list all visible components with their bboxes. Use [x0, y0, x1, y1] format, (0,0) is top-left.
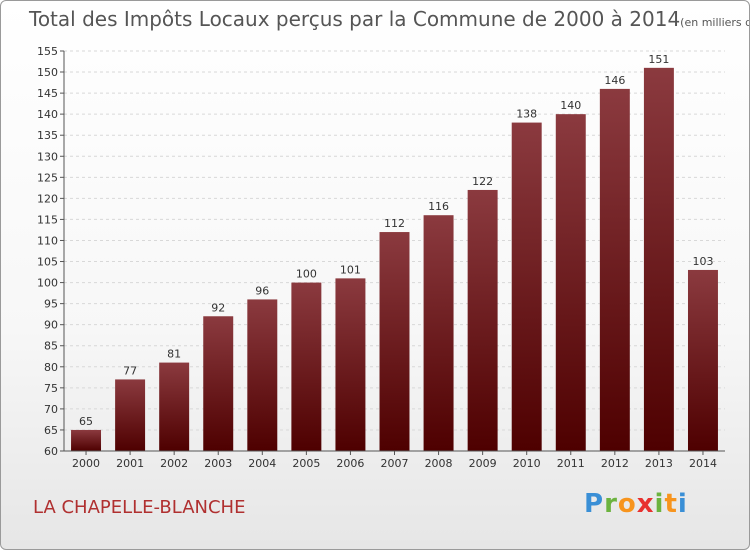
y-tick-label: 85: [44, 340, 58, 353]
value-label-2014: 103: [692, 255, 713, 268]
commune-name: LA CHAPELLE-BLANCHE: [33, 497, 246, 518]
chart-unit-label: (en milliers d'€): [680, 16, 749, 29]
value-label-2001: 77: [123, 364, 137, 377]
y-tick-label: 115: [37, 213, 58, 226]
x-tick-label: 2008: [425, 457, 453, 470]
y-tick-label: 70: [44, 403, 58, 416]
y-tick-label: 75: [44, 382, 58, 395]
logo-letter: i: [677, 489, 688, 519]
y-tick-label: 95: [44, 298, 58, 311]
logo-letter: o: [617, 489, 637, 519]
x-tick-label: 2003: [204, 457, 232, 470]
value-label-2005: 100: [296, 268, 317, 281]
value-label-2012: 146: [604, 74, 625, 87]
y-tick-label: 155: [37, 45, 58, 58]
bar-2001: [115, 379, 146, 451]
x-tick-label: 2004: [248, 457, 276, 470]
logo-letter: x: [636, 489, 655, 519]
bar-2004: [247, 299, 278, 451]
x-tick-label: 2005: [292, 457, 320, 470]
x-tick-label: 2012: [601, 457, 629, 470]
value-label-2006: 101: [340, 263, 361, 276]
x-tick-label: 2011: [557, 457, 585, 470]
y-tick-label: 130: [37, 150, 58, 163]
logo-letter: i: [654, 489, 665, 519]
chart-title-main: Total des Impôts Locaux perçus par la Co…: [29, 7, 681, 31]
y-tick-label: 125: [37, 171, 58, 184]
bars: [71, 67, 718, 451]
bar-2002: [159, 362, 190, 451]
logo-letter: P: [584, 489, 605, 519]
bar-2012: [599, 88, 630, 451]
y-tick-label: 105: [37, 256, 58, 269]
y-tick-label: 120: [37, 192, 58, 205]
y-tick-label: 60: [44, 445, 58, 458]
y-tick-label: 135: [37, 129, 58, 142]
y-tick-label: 145: [37, 87, 58, 100]
bar-2003: [203, 316, 234, 451]
bar-2010: [511, 122, 542, 451]
bar-2009: [467, 189, 498, 451]
value-label-2007: 112: [384, 217, 405, 230]
value-label-2004: 96: [255, 284, 269, 297]
y-axis-ticks: 60 65 70 75 80 85 90 95 100 105 110 115 120 125 130 135…: [37, 45, 64, 458]
x-tick-label: 2010: [513, 457, 541, 470]
x-tick-label: 2006: [336, 457, 364, 470]
x-tick-label: 2002: [160, 457, 188, 470]
bar-2013: [643, 67, 674, 451]
bar-2007: [379, 232, 410, 451]
value-label-2002: 81: [167, 348, 181, 361]
proxiti-logo: Proxiti: [584, 489, 688, 519]
logo-letter: r: [604, 489, 618, 519]
x-tick-label: 2014: [689, 457, 717, 470]
x-tick-label: 2013: [645, 457, 673, 470]
value-label-2010: 138: [516, 108, 537, 121]
chart-title: Total des Impôts Locaux perçus par la Co…: [29, 7, 749, 31]
y-tick-label: 90: [44, 319, 58, 332]
x-tick-label: 2001: [116, 457, 144, 470]
logo-letter: t: [664, 489, 678, 519]
y-tick-label: 140: [37, 108, 58, 121]
bar-2006: [335, 278, 366, 451]
bar-2011: [555, 114, 586, 451]
value-label-2000: 65: [79, 415, 93, 428]
bar-2000: [71, 429, 102, 451]
value-labels: 65 77 81 92 96 100 101 112 116 122 138 140 146 151 103: [79, 53, 713, 428]
value-label-2013: 151: [648, 53, 669, 66]
bar-2008: [423, 215, 454, 451]
value-label-2011: 140: [560, 99, 581, 112]
value-label-2003: 92: [211, 301, 225, 314]
x-tick-label: 2000: [72, 457, 100, 470]
x-tick-label: 2007: [381, 457, 409, 470]
axes: [63, 51, 725, 452]
y-tick-label: 65: [44, 424, 58, 437]
value-label-2009: 122: [472, 175, 493, 188]
y-tick-label: 150: [37, 66, 58, 79]
x-axis-ticks: 2000 2001 2002 2003 2004 2005 2006 2007 2008 2009…: [72, 451, 717, 470]
bar-2014: [687, 269, 718, 451]
x-tick-label: 2009: [469, 457, 497, 470]
y-tick-label: 110: [37, 234, 58, 247]
value-label-2008: 116: [428, 200, 449, 213]
y-tick-label: 100: [37, 277, 58, 290]
bar-2005: [291, 282, 322, 451]
y-tick-label: 80: [44, 361, 58, 374]
